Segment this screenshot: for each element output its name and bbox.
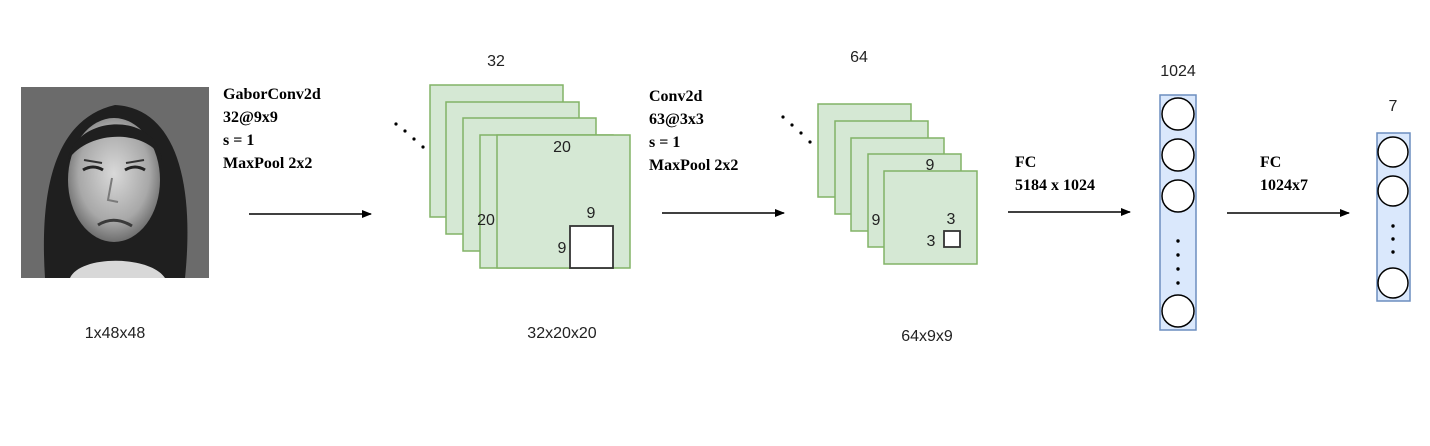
neuron-node xyxy=(1377,175,1409,207)
layer1-op-line: 32@9x9 xyxy=(223,109,278,126)
layer1-feature-map-stack xyxy=(429,84,631,269)
layer2-feature-map-stack xyxy=(817,103,978,265)
fc2-op-line: FC xyxy=(1260,154,1281,171)
input-size-label: 1x48x48 xyxy=(85,325,146,342)
layer1-map-height-label: 20 xyxy=(477,212,495,229)
layer1-kernel-height-label: 9 xyxy=(558,240,567,257)
layer2-kernel-height-label: 3 xyxy=(927,233,936,250)
neuron-node xyxy=(1161,179,1195,213)
neuron-node xyxy=(1161,97,1195,131)
fc1-op-line: FC xyxy=(1015,154,1036,171)
layer1-kernel-width-label: 9 xyxy=(587,205,596,222)
neuron-node xyxy=(1377,267,1409,299)
layer2-ellipsis xyxy=(781,115,812,144)
feature-map xyxy=(883,170,978,265)
layer1-op-line: MaxPool 2x2 xyxy=(223,155,312,172)
layer1-op-line: s = 1 xyxy=(223,132,254,149)
fc1-layer-column xyxy=(1159,94,1197,331)
layer2-map-height-label: 9 xyxy=(872,212,881,229)
layer2-op-line: s = 1 xyxy=(649,134,680,151)
layer1-operation-text: GaborConv2d 32@9x9 s = 1 MaxPool 2x2 xyxy=(223,86,321,172)
layer1-kernel-window xyxy=(569,225,614,269)
layer2-kernel-width-label: 3 xyxy=(947,211,956,228)
layer2-size-label: 64x9x9 xyxy=(901,328,953,345)
layer2-op-line: MaxPool 2x2 xyxy=(649,157,738,174)
layer2-kernel-window xyxy=(943,230,961,248)
fc1-op-line: 5184 x 1024 xyxy=(1015,177,1095,194)
layer2-operation-text: Conv2d 63@3x3 s = 1 MaxPool 2x2 xyxy=(649,88,738,174)
layer2-count-label: 64 xyxy=(850,49,868,66)
layer1-map-width-label: 20 xyxy=(553,139,571,156)
fc2-op-line: 1024x7 xyxy=(1260,177,1308,194)
layer1-count-label: 32 xyxy=(487,53,505,70)
layer2-op-line: 63@3x3 xyxy=(649,111,704,128)
layer1-size-label: 32x20x20 xyxy=(527,325,596,342)
layer1-ellipsis xyxy=(394,122,425,149)
neuron-node xyxy=(1377,136,1409,168)
neuron-node xyxy=(1161,294,1195,328)
input-face-image xyxy=(21,87,209,278)
neuron-node xyxy=(1161,138,1195,172)
layer1-op-line: GaborConv2d xyxy=(223,86,321,103)
fc1-operation-text: FC 5184 x 1024 xyxy=(1015,154,1095,194)
fc2-operation-text: FC 1024x7 xyxy=(1260,154,1308,194)
layer2-map-width-label: 9 xyxy=(926,157,935,174)
fc2-units-label: 7 xyxy=(1389,98,1398,115)
fc2-layer-column xyxy=(1376,132,1411,302)
layer2-op-line: Conv2d xyxy=(649,88,702,105)
fc1-units-label: 1024 xyxy=(1160,63,1196,80)
